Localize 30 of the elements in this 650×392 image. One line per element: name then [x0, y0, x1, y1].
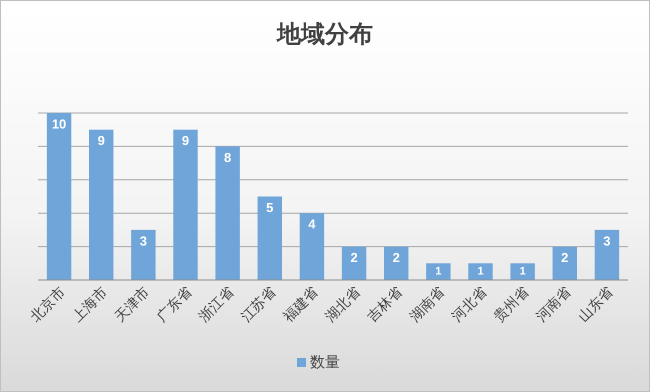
x-tick-label: 北京市 — [28, 284, 69, 326]
data-label: 4 — [308, 216, 316, 232]
data-label: 8 — [224, 150, 232, 165]
x-tick-label: 江苏省 — [238, 284, 280, 326]
data-label: 3 — [140, 233, 147, 248]
x-tick-label: 广东省 — [154, 284, 196, 326]
data-label: 9 — [98, 133, 105, 148]
data-label: 2 — [350, 250, 358, 266]
data-label: 1 — [520, 266, 526, 278]
x-tick-label: 河北省 — [449, 284, 490, 326]
data-label: 10 — [52, 116, 66, 132]
data-label: 2 — [561, 250, 568, 266]
chart-title: 地域分布 — [276, 20, 373, 48]
data-label: 9 — [182, 133, 190, 148]
data-label: 1 — [435, 266, 442, 278]
x-tick-label: 天津市 — [112, 284, 153, 326]
x-tick-label: 上海市 — [70, 284, 111, 326]
legend-label: 数量 — [310, 353, 340, 372]
data-label: 3 — [603, 233, 611, 248]
x-tick-label: 河南省 — [533, 284, 574, 326]
data-label: 1 — [477, 266, 484, 278]
x-tick-label: 贵州省 — [491, 284, 532, 326]
x-tick-label: 福建省 — [280, 284, 322, 326]
data-label: 2 — [392, 250, 400, 266]
x-tick-label: 湖北省 — [322, 284, 364, 326]
data-label: 5 — [266, 200, 274, 215]
x-tick-label: 吉林省 — [364, 284, 406, 326]
x-tick-label: 浙江省 — [196, 284, 238, 326]
x-tick-label: 湖南省 — [406, 284, 448, 326]
x-tick-label: 山东省 — [575, 284, 616, 326]
